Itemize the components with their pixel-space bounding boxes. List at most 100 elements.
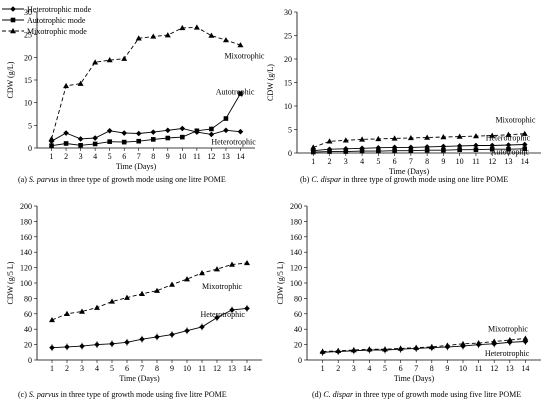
- x-tick-label: 12: [490, 364, 498, 373]
- x-tick-label: 1: [321, 364, 325, 373]
- data-point: [392, 148, 397, 153]
- data-point: [223, 127, 229, 134]
- x-tick-label: 1: [50, 364, 54, 373]
- data-point: [506, 146, 511, 152]
- y-axis-label: CDW (g/L): [6, 61, 15, 98]
- data-point: [440, 143, 447, 150]
- data-point: [507, 339, 513, 346]
- series-annotation: Mixotrophic: [202, 282, 242, 291]
- x-tick-label: 12: [488, 157, 496, 166]
- data-point: [408, 148, 414, 153]
- x-tick-label: 9: [170, 364, 174, 373]
- series-triangle: [319, 335, 529, 354]
- x-tick-label: 13: [506, 364, 514, 373]
- data-point: [335, 347, 342, 353]
- y-axis-label: CDW (g/5 L): [6, 261, 15, 304]
- data-point: [343, 149, 349, 154]
- data-point: [49, 344, 55, 351]
- data-point: [92, 59, 99, 65]
- y-tick-label: 160: [20, 233, 32, 242]
- data-point: [375, 135, 382, 142]
- data-point: [408, 144, 414, 151]
- data-point: [107, 139, 112, 144]
- x-tick-label: 10: [459, 364, 467, 373]
- data-point: [244, 259, 250, 266]
- data-point: [121, 55, 128, 61]
- x-tick-label: 9: [445, 364, 449, 373]
- x-tick-label: 7: [409, 157, 413, 166]
- x-tick-label: 11: [475, 364, 483, 373]
- data-point: [359, 145, 365, 152]
- data-point: [506, 336, 513, 343]
- data-point: [521, 141, 528, 148]
- data-point: [522, 335, 529, 341]
- data-point: [391, 135, 398, 141]
- y-tick-label: 140: [20, 248, 32, 257]
- data-point: [208, 32, 215, 38]
- data-point: [489, 142, 495, 149]
- data-point: [428, 343, 435, 350]
- data-point: [49, 143, 54, 149]
- x-tick-label: 2: [64, 152, 68, 161]
- legend-label: Mixotrophic mode: [27, 27, 87, 36]
- y-tick-label: 30: [284, 8, 292, 17]
- y-tick-label: 5: [28, 121, 32, 130]
- data-point: [457, 147, 462, 153]
- data-point: [184, 327, 190, 334]
- x-tick-label: 14: [236, 152, 244, 161]
- data-point: [199, 269, 205, 276]
- data-point: [319, 348, 326, 354]
- series-triangle: [48, 24, 244, 142]
- y-tick-label: 200: [290, 202, 302, 211]
- x-axis-label: Time (Days): [119, 374, 160, 383]
- data-point: [505, 142, 512, 148]
- data-point: [310, 144, 317, 150]
- data-point: [456, 133, 463, 139]
- data-point: [124, 339, 130, 346]
- chart-caption: (b) C. dispar in three type of growth mo…: [300, 175, 508, 184]
- series-annotation: Mixotrophic: [224, 52, 264, 61]
- x-tick-label: 10: [178, 152, 186, 161]
- data-point: [475, 340, 482, 346]
- y-tick-label: 180: [20, 217, 32, 226]
- x-tick-label: 1: [50, 152, 54, 161]
- x-tick-label: 2: [328, 157, 332, 166]
- y-tick-label: 60: [24, 310, 32, 319]
- data-point: [154, 287, 160, 293]
- x-tick-label: 11: [193, 152, 201, 161]
- y-tick-label: 20: [294, 341, 302, 350]
- data-point: [472, 133, 479, 139]
- x-tick-label: 8: [430, 364, 434, 373]
- x-tick-label: 8: [151, 152, 155, 161]
- x-tick-label: 6: [125, 364, 129, 373]
- y-axis-label: CDW (g/L): [266, 64, 275, 101]
- y-tick-label: 40: [294, 325, 302, 334]
- data-point: [222, 37, 229, 43]
- data-point: [169, 331, 175, 338]
- series-annotation: Heterotrophic: [486, 133, 531, 142]
- data-point: [521, 130, 528, 136]
- data-point: [491, 338, 498, 344]
- x-tick-label: 1: [311, 157, 315, 166]
- y-tick-label: 160: [290, 233, 302, 242]
- data-point: [505, 131, 512, 137]
- x-tick-label: 12: [213, 364, 221, 373]
- y-tick-label: 80: [24, 294, 32, 303]
- data-point: [139, 336, 145, 343]
- data-point: [342, 137, 349, 143]
- data-point: [223, 116, 229, 121]
- data-point: [109, 298, 115, 304]
- y-tick-label: 100: [290, 279, 302, 288]
- chart-caption: (c) S. parvus in three type of growth mo…: [18, 390, 227, 399]
- y-tick-label: 20: [284, 55, 292, 64]
- x-tick-label: 11: [198, 364, 206, 373]
- y-tick-label: 25: [24, 31, 32, 40]
- data-point: [244, 305, 250, 312]
- data-point: [424, 144, 430, 150]
- data-point: [444, 342, 451, 348]
- x-tick-label: 3: [344, 157, 348, 166]
- data-point: [375, 145, 382, 151]
- data-point: [214, 266, 220, 272]
- series-line: [322, 337, 526, 352]
